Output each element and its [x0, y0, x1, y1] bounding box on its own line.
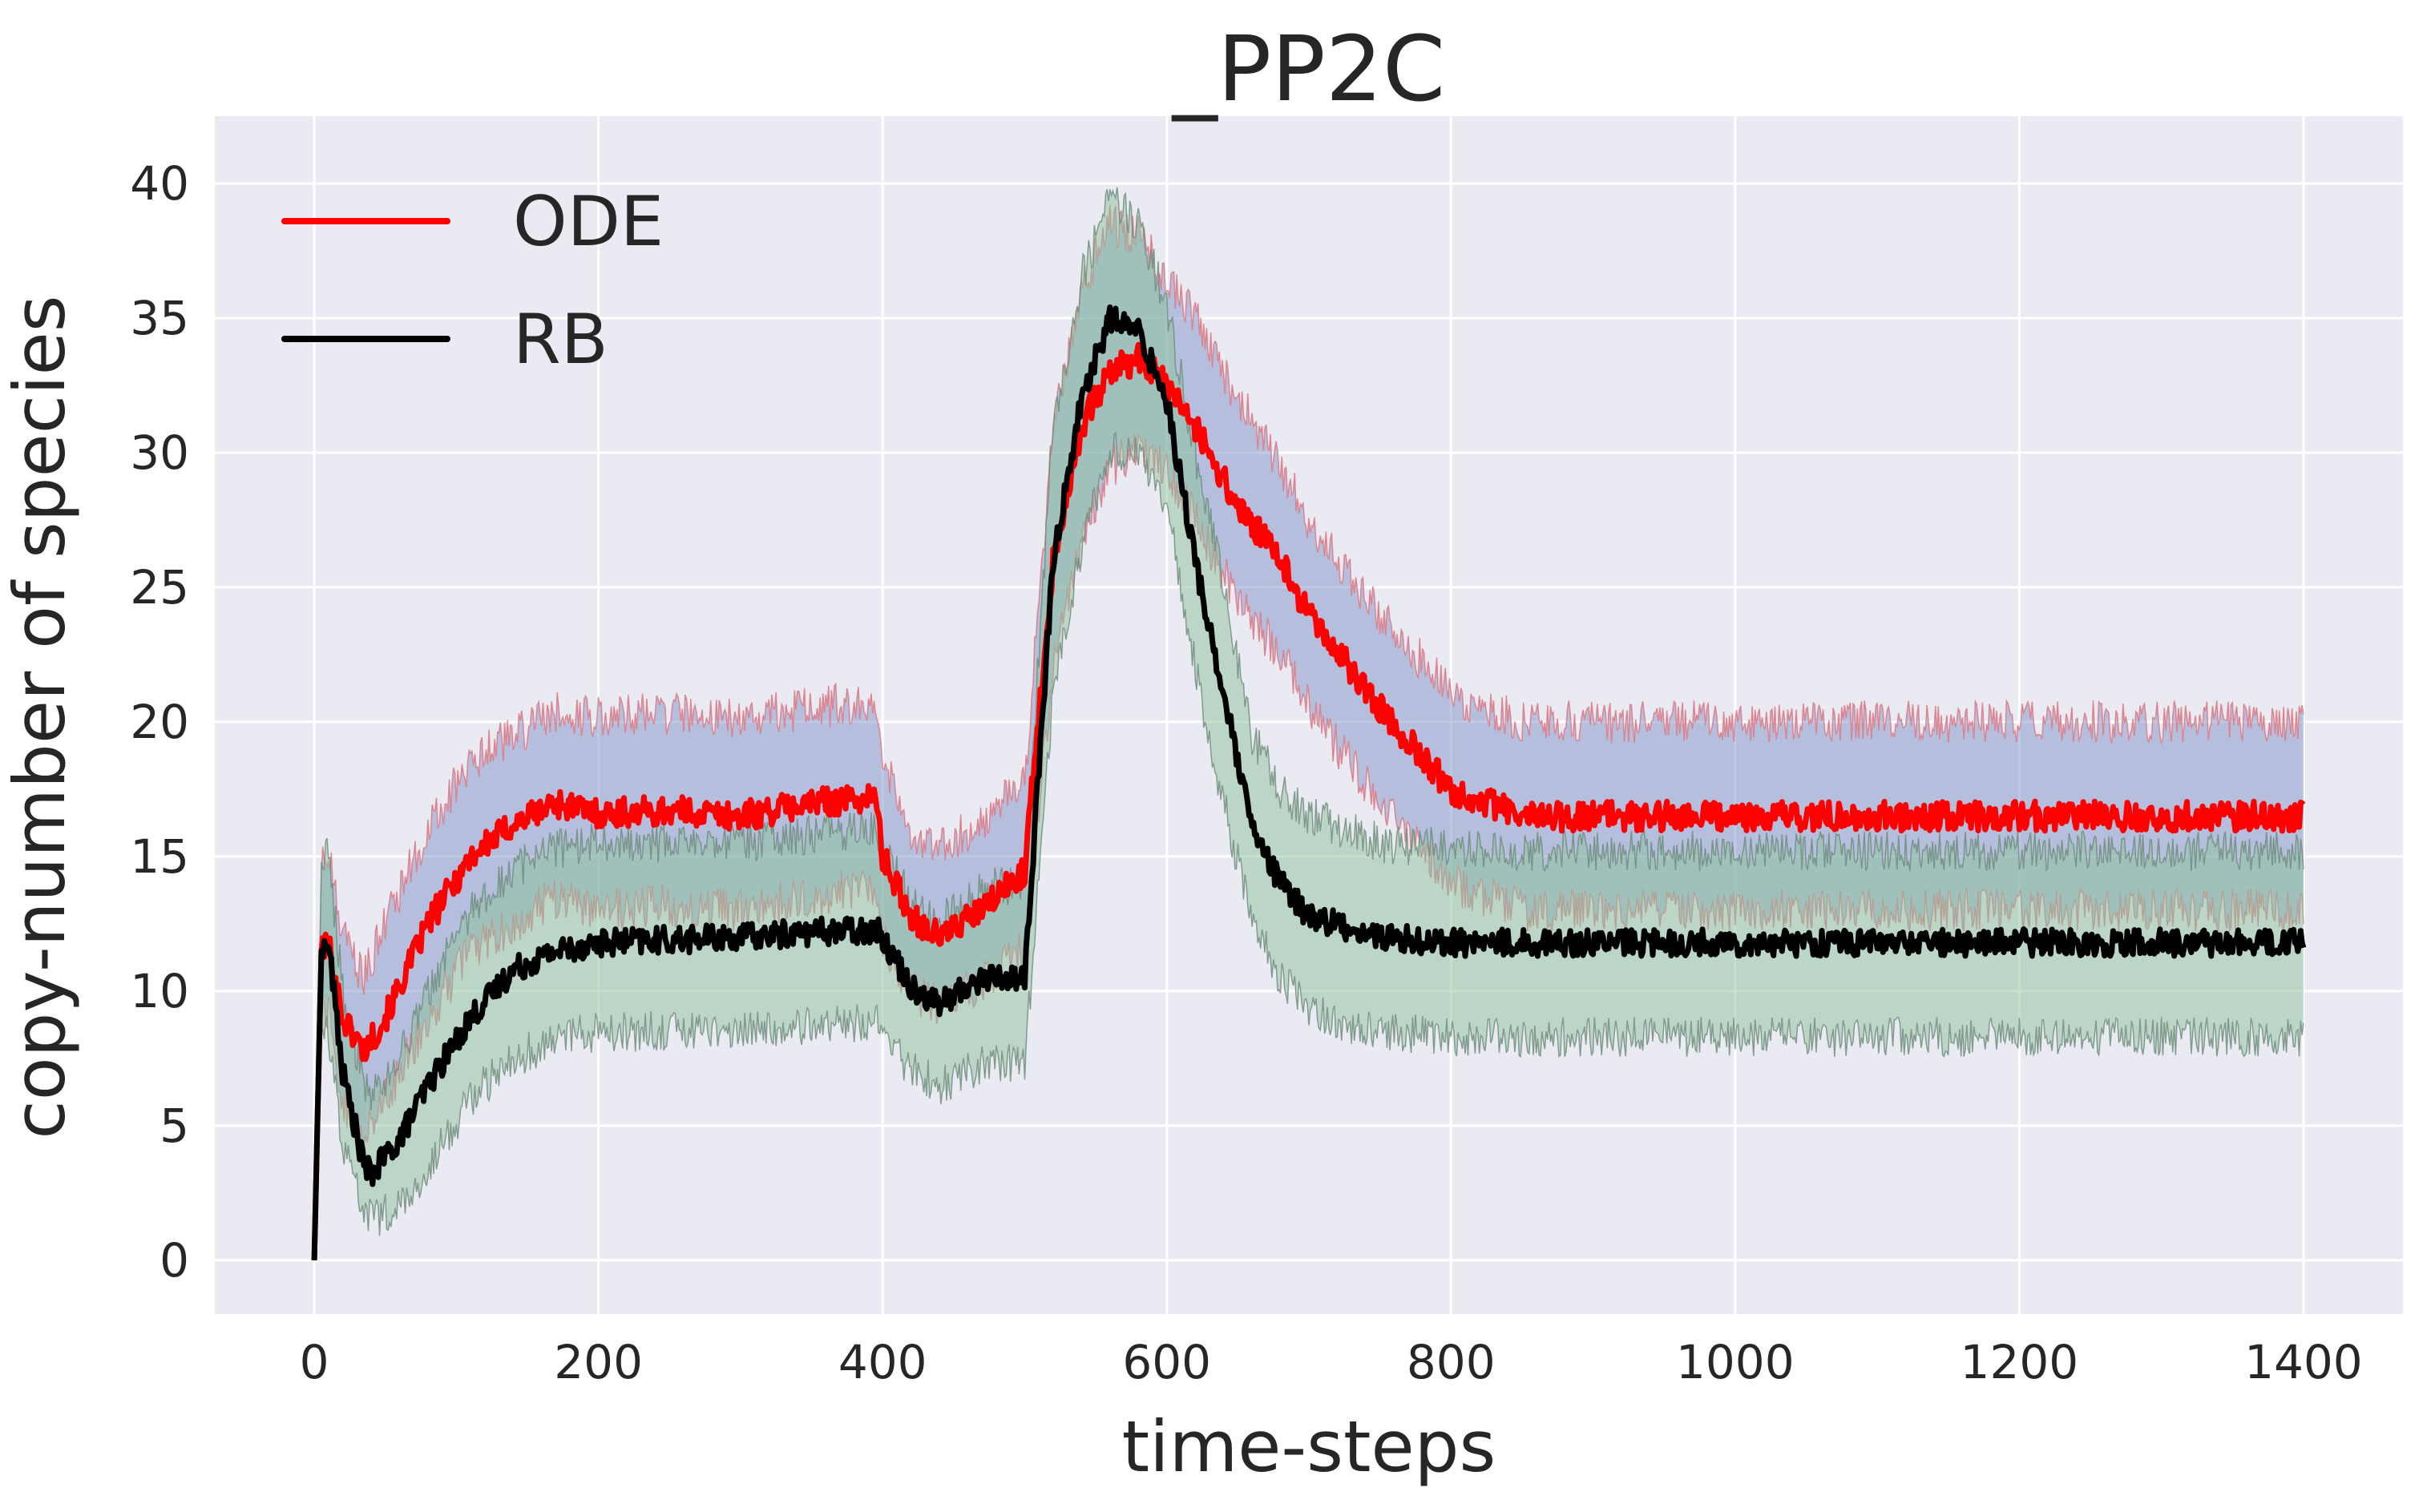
x-tick-label: 1200	[1961, 1335, 2079, 1389]
y-tick-labels: 0 5 10 15 20 25 30 35 40	[130, 156, 189, 1288]
series-line-rb	[311, 304, 2307, 1260]
x-axis-title: time-steps	[1122, 1405, 1496, 1488]
x-tick-label: 0	[300, 1335, 329, 1389]
y-tick-label: 30	[130, 425, 189, 480]
legend: ODE RB	[281, 182, 664, 380]
legend-label-ode: ODE	[513, 182, 664, 262]
x-tick-label: 200	[554, 1335, 643, 1389]
y-tick-label: 25	[130, 560, 189, 615]
y-tick-label: 15	[130, 829, 189, 884]
series-lines	[311, 304, 2307, 1260]
band-upper-edge-rb	[313, 187, 2304, 1260]
chart-title: _PP2C	[1171, 18, 1446, 122]
y-tick-label: 5	[160, 1099, 189, 1153]
x-tick-labels: 0 200 400 600 800 1000 1200 1400	[300, 1335, 2363, 1389]
band-rb	[314, 187, 2304, 1260]
band-lower-edge-rb	[313, 431, 2304, 1260]
confidence-bands	[313, 187, 2304, 1260]
x-tick-label: 400	[838, 1335, 927, 1389]
y-axis-title: copy-number of species	[0, 295, 81, 1139]
x-tick-label: 1000	[1676, 1335, 1795, 1389]
band-upper-edge-ode	[313, 204, 2304, 1260]
legend-label-rb: RB	[513, 300, 608, 380]
band-ode	[314, 204, 2304, 1260]
y-tick-label: 10	[130, 964, 189, 1018]
y-tick-label: 40	[130, 156, 189, 211]
y-tick-label: 35	[130, 291, 189, 345]
y-tick-label: 0	[160, 1233, 189, 1288]
x-tick-label: 800	[1407, 1335, 1496, 1389]
series-line-ode	[311, 341, 2306, 1260]
y-tick-label: 20	[130, 695, 189, 749]
x-tick-label: 600	[1122, 1335, 1211, 1389]
x-tick-label: 1400	[2244, 1335, 2363, 1389]
